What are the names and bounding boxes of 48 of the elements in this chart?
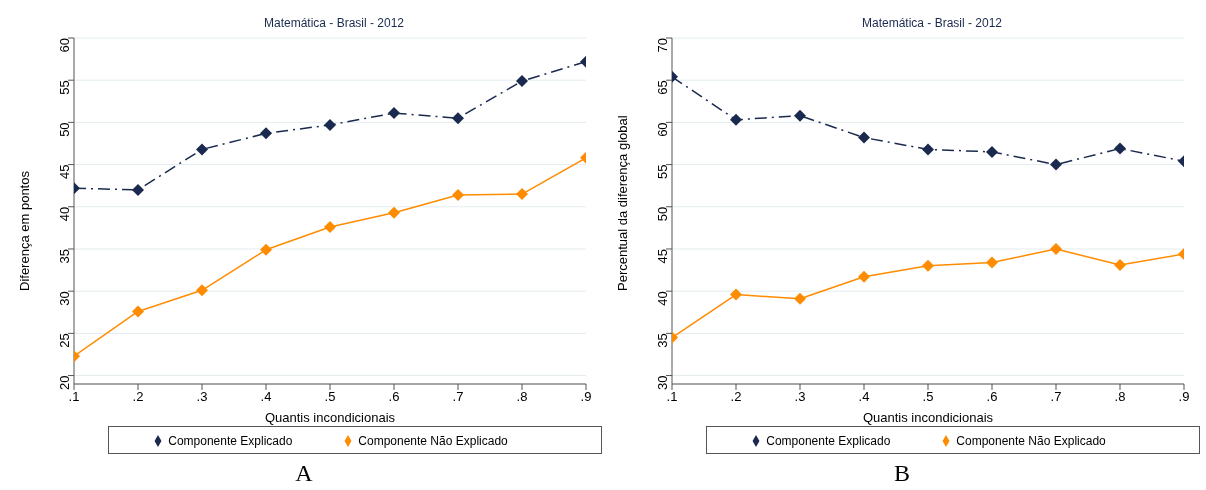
y-tick-label: 60: [654, 122, 670, 137]
x-tick-label: .9: [1178, 389, 1190, 405]
x-tick-label: .2: [132, 389, 144, 405]
y-axis-title: Diferença em pontos: [16, 170, 32, 291]
x-tick-label: .8: [1114, 389, 1126, 405]
y-tick-label: 50: [654, 206, 670, 222]
x-tick-label: .9: [580, 389, 592, 405]
x-tick-label: .3: [196, 389, 208, 405]
y-axis-title: Percentual da diferença global: [614, 115, 630, 291]
chart-title: Matemática - Brasil - 2012: [262, 16, 406, 30]
y-tick-label: 35: [56, 248, 72, 264]
legend-label: Componente Explicado: [766, 434, 891, 448]
text: B: [893, 460, 911, 487]
y-tick-label: 50: [56, 122, 72, 137]
x-tick-label: .1: [68, 389, 80, 405]
x-tick-label: .6: [986, 389, 998, 405]
y-tick-label: 55: [654, 164, 670, 180]
x-tick-label: .4: [858, 389, 870, 405]
x-tick-label: .7: [452, 389, 464, 405]
x-tick-label: .7: [1050, 389, 1062, 405]
x-tick-label: .4: [260, 389, 272, 405]
legend-label: Componente Não Explicado: [358, 434, 508, 448]
x-tick-label: .3: [794, 389, 806, 405]
y-tick-label: 55: [56, 80, 72, 95]
y-tick-label: 40: [654, 291, 670, 306]
x-tick-label: .5: [922, 389, 934, 405]
x-tick-label: .8: [516, 389, 528, 405]
x-tick-label: .6: [388, 389, 400, 405]
y-tick-label: 20: [56, 375, 72, 391]
x-tick-label: .5: [324, 389, 336, 405]
x-axis-title: Quantis incondicionais: [264, 410, 396, 425]
y-tick-label: 40: [56, 206, 72, 222]
x-tick-label: .2: [730, 389, 742, 405]
y-tick-label: 35: [654, 333, 670, 348]
y-tick-label: 45: [654, 248, 670, 264]
y-tick-label: 45: [56, 164, 72, 180]
y-tick-label: 30: [56, 291, 72, 306]
x-axis-title: Quantis incondicionais: [862, 410, 994, 425]
chart-title: Matemática - Brasil - 2012: [860, 16, 1004, 30]
x-tick-label: .1: [666, 389, 678, 405]
y-tick-label: 30: [654, 375, 670, 391]
y-tick-label: 25: [56, 333, 72, 348]
y-tick-label: 65: [654, 80, 670, 95]
y-tick-label: 60: [56, 38, 72, 53]
y-tick-label: 70: [654, 38, 670, 53]
text: A: [294, 460, 314, 487]
legend-label: Componente Não Explicado: [956, 434, 1106, 448]
legend-label: Componente Explicado: [168, 434, 293, 448]
